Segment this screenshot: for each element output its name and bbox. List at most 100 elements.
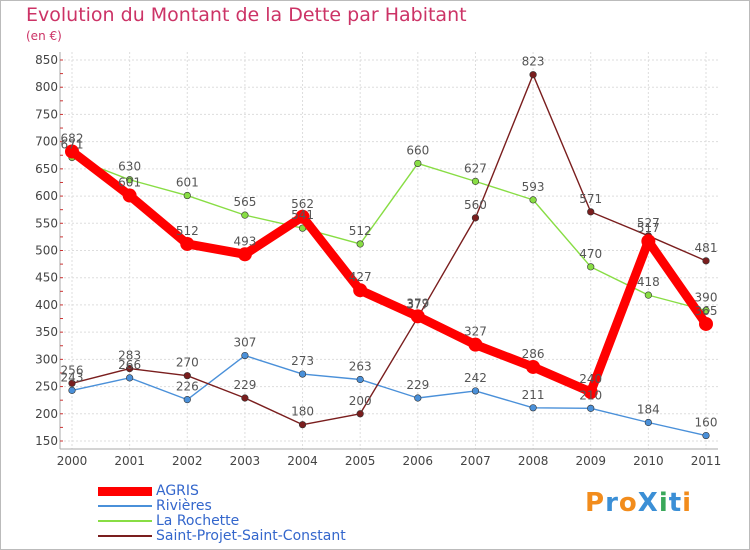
data-label: 541 [291, 208, 314, 222]
data-label: 601 [176, 176, 199, 190]
legend-label: AGRIS [156, 483, 199, 499]
legend-label: Saint-Projet-Saint-Constant [156, 528, 346, 544]
logo-letter: i [682, 488, 693, 518]
data-label: 512 [349, 224, 372, 238]
chart-title: Evolution du Montant de la Dette par Hab… [26, 4, 467, 26]
data-point [126, 374, 134, 382]
logo-letter: t [668, 488, 683, 518]
series-line-saint-projet-saint-constant [71, 73, 707, 426]
y-tick-label: 450 [35, 271, 58, 285]
y-tick-label: 400 [35, 298, 58, 312]
data-point [699, 316, 713, 331]
x-tick-label: 2009 [575, 454, 606, 468]
y-tick-label: 600 [35, 189, 58, 203]
series-line-rivi-res [71, 354, 707, 437]
y-tick-label: 200 [35, 407, 58, 421]
data-label: 243 [61, 370, 84, 384]
data-point [122, 188, 137, 203]
data-point [68, 386, 76, 394]
data-point [587, 404, 595, 412]
data-point [183, 396, 191, 404]
data-label: 527 [637, 216, 660, 230]
data-point [644, 291, 652, 299]
data-label: 512 [176, 224, 199, 238]
data-label: 481 [695, 241, 718, 255]
data-label: 256 [61, 363, 84, 377]
data-point [471, 177, 480, 185]
x-tick-label: 2008 [518, 454, 549, 468]
x-tick-label: 2005 [345, 454, 376, 468]
data-label: 390 [695, 290, 718, 304]
data-label: 266 [118, 358, 141, 372]
y-tick-label: 800 [35, 80, 58, 94]
data-label: 418 [637, 275, 660, 289]
data-label: 210 [579, 388, 602, 402]
series-line-agris [67, 146, 711, 397]
data-point [68, 379, 76, 387]
x-tick-label: 2000 [57, 454, 88, 468]
x-tick-label: 2010 [633, 454, 664, 468]
data-point [410, 309, 425, 324]
data-label: 160 [695, 416, 718, 430]
data-point [126, 176, 134, 184]
data-point [702, 257, 710, 265]
data-label: 263 [349, 359, 372, 373]
data-label: 823 [522, 55, 545, 69]
data-point [471, 214, 480, 222]
data-label: 560 [464, 198, 487, 212]
data-label: 226 [176, 380, 199, 394]
y-tick-label: 250 [35, 380, 58, 394]
data-label: 365 [695, 304, 718, 318]
data-label: 630 [118, 160, 141, 174]
data-point [587, 208, 595, 216]
data-label: 211 [522, 388, 545, 402]
data-label: 682 [61, 131, 84, 145]
data-label: 273 [291, 354, 314, 368]
series-line-la-rochette [71, 156, 707, 312]
x-tick-label: 2007 [460, 454, 491, 468]
logo-letter: i [658, 488, 669, 518]
data-label: 671 [61, 137, 84, 151]
data-label: 470 [579, 247, 602, 261]
data-point [65, 144, 79, 159]
data-label: 200 [349, 394, 372, 408]
data-point [468, 337, 483, 352]
data-point [298, 370, 307, 378]
data-point [529, 196, 537, 204]
data-point [641, 234, 656, 249]
data-label: 427 [349, 270, 372, 284]
data-point [702, 306, 710, 314]
data-point [583, 385, 598, 400]
data-point [526, 359, 541, 374]
y-tick-label: 150 [35, 434, 58, 448]
data-label: 562 [291, 197, 314, 211]
data-point [356, 240, 364, 248]
data-point [183, 372, 191, 380]
data-label: 601 [118, 176, 141, 190]
logo-letter: r [605, 488, 619, 518]
y-tick-label: 500 [35, 244, 58, 258]
x-tick-label: 2006 [403, 454, 434, 468]
x-tick-label: 2011 [691, 454, 722, 468]
y-tick-label: 700 [35, 135, 58, 149]
data-label: 379 [406, 296, 429, 310]
y-tick-label: 750 [35, 107, 58, 121]
chart-unit-label: (en €) [26, 29, 62, 43]
data-point [241, 394, 249, 402]
data-point [353, 283, 368, 298]
x-tick-label: 2003 [230, 454, 261, 468]
data-point [237, 247, 252, 262]
data-label: 660 [406, 143, 429, 157]
y-tick-label: 550 [35, 216, 58, 230]
data-label: 242 [464, 371, 487, 385]
data-point [180, 236, 195, 251]
data-label: 593 [522, 180, 545, 194]
data-point [471, 387, 480, 395]
y-tick-label: 650 [35, 162, 58, 176]
data-label: 229 [233, 378, 256, 392]
data-point [298, 421, 307, 429]
data-label: 307 [233, 336, 256, 350]
y-tick-label: 300 [35, 352, 58, 366]
data-label: 229 [406, 378, 429, 392]
